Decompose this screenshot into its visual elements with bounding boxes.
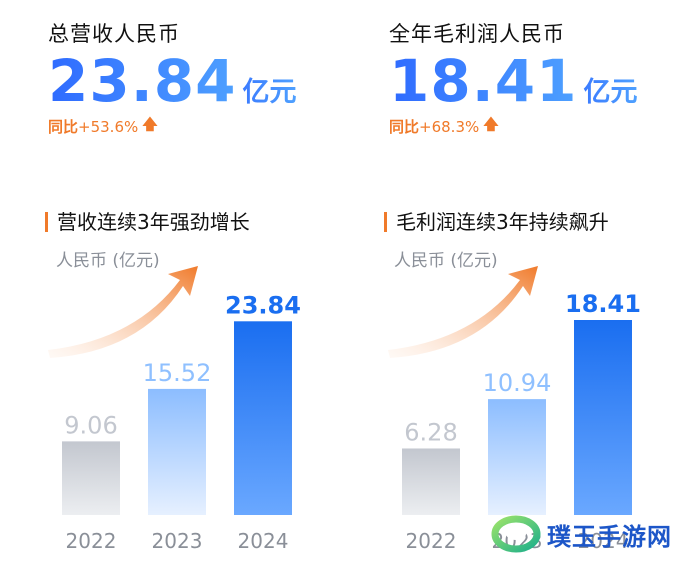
yoy-growth: 同比 +53.6% 🡅 <box>48 114 296 139</box>
yoy-label: 同比 <box>48 118 79 136</box>
data-label-2023: 15.52 <box>143 359 212 387</box>
kpi-unit: 亿元 <box>242 70 296 109</box>
x-tick-label-2023: 2023 <box>152 529 203 553</box>
bar-2024 <box>234 321 292 515</box>
growth-arrow-icon <box>388 266 538 358</box>
kpi-gross-profit: 全年毛利润人民币 18.41 亿元 同比 +68.3% 🡅 <box>389 18 637 139</box>
arrow-up-icon: 🡅 <box>142 115 158 133</box>
yoy-value: +53.6% <box>78 117 139 136</box>
kpi-label: 全年毛利润人民币 <box>389 22 565 46</box>
yoy-label: 同比 <box>389 118 420 136</box>
kpi-value: 23.84 <box>48 47 237 115</box>
bar-2023 <box>488 399 546 515</box>
chart-title-gross-profit: 毛利润连续3年持续飙升 <box>384 212 609 232</box>
kpi-value-row: 23.84 亿元 <box>48 50 296 112</box>
bar-2022 <box>402 448 460 515</box>
yoy-value: +68.3% <box>419 117 480 136</box>
data-label-2023: 10.94 <box>483 369 552 397</box>
arrow-up-icon: 🡅 <box>483 115 499 133</box>
kpi-unit: 亿元 <box>583 70 637 109</box>
chart-unit-gross-profit: 人民币 (亿元) <box>394 251 498 271</box>
kpi-revenue: 总营收人民币 23.84 亿元 同比 +53.6% 🡅 <box>48 18 296 139</box>
kpi-label: 总营收人民币 <box>48 22 180 46</box>
watermark: 璞玉手游网 <box>491 514 672 554</box>
watermark-text: 璞玉手游网 <box>547 522 672 551</box>
data-label-2022: 9.06 <box>64 411 117 439</box>
x-tick-label-2024: 2024 <box>238 529 289 553</box>
data-label-2024: 18.41 <box>565 290 641 318</box>
x-tick-label-2022: 2022 <box>406 529 457 553</box>
bar-2022 <box>62 441 120 515</box>
chart-title-revenue: 营收连续3年强劲增长 <box>45 212 250 232</box>
data-label-2022: 6.28 <box>404 418 457 446</box>
kpi-value: 18.41 <box>389 47 578 115</box>
bar-2023 <box>148 388 206 515</box>
growth-arrow-icon <box>48 266 198 358</box>
yoy-growth: 同比 +68.3% 🡅 <box>389 114 637 139</box>
x-tick-label-2024: 2024 <box>578 529 629 553</box>
bar-2024 <box>574 320 632 515</box>
x-tick-label-2022: 2022 <box>66 529 117 553</box>
watermark-logo-icon <box>491 515 541 553</box>
revenue-bar-chart: 9.06 2022 15.52 2023 23.84 2024 <box>48 266 301 553</box>
chart-unit-revenue: 人民币 (亿元) <box>56 251 160 271</box>
data-label-2024: 23.84 <box>225 291 301 319</box>
kpi-value-row: 18.41 亿元 <box>389 50 637 112</box>
